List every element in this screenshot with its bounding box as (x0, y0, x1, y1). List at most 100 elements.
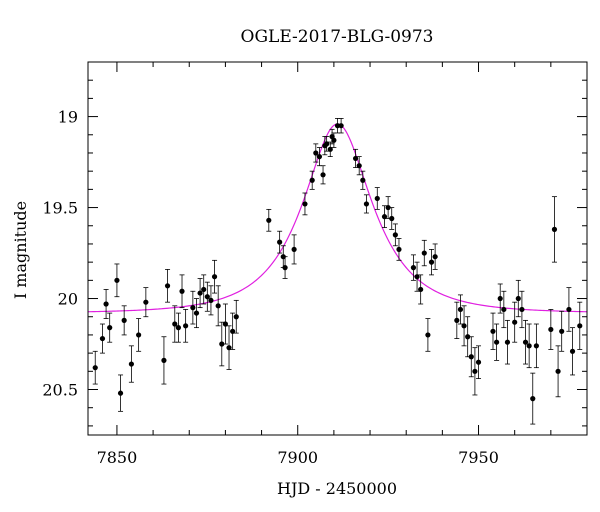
data-point (410, 254, 417, 281)
data-point (320, 165, 326, 185)
data-point (121, 305, 127, 336)
data-point (461, 305, 467, 347)
y-tick-label: 19 (58, 108, 78, 127)
data-marker (425, 332, 431, 338)
data-point (418, 274, 424, 305)
data-point (566, 287, 572, 332)
data-marker (222, 321, 229, 327)
data-point (107, 312, 113, 343)
data-marker (128, 361, 134, 367)
data-marker (107, 325, 113, 331)
data-marker (472, 368, 478, 374)
data-marker (577, 323, 583, 329)
data-marker (389, 215, 395, 222)
data-marker (356, 163, 362, 169)
data-point (334, 118, 341, 134)
data-point (172, 305, 178, 343)
data-point (555, 345, 561, 398)
data-marker (501, 306, 507, 313)
data-marker (183, 323, 189, 329)
data-point (381, 205, 388, 228)
data-marker (352, 155, 359, 162)
data-marker (204, 294, 210, 300)
data-point (226, 325, 232, 370)
data-marker (266, 217, 272, 223)
data-point (592, 368, 597, 412)
data-marker (302, 201, 308, 207)
data-point (551, 196, 558, 263)
data-marker (392, 232, 398, 238)
data-point (114, 263, 120, 298)
data-point (515, 279, 521, 318)
data-point (331, 132, 337, 148)
data-point (548, 309, 554, 350)
data-point (356, 156, 362, 176)
data-point (324, 136, 330, 152)
data-marker (103, 301, 109, 307)
data-point (204, 281, 210, 312)
data-marker (92, 365, 98, 371)
data-point (327, 141, 333, 158)
data-marker (494, 339, 500, 345)
data-marker (164, 283, 171, 289)
data-point (425, 318, 431, 352)
data-marker (309, 177, 315, 183)
data-marker (99, 335, 106, 342)
data-point (282, 256, 288, 279)
data-point (363, 194, 370, 214)
data-marker (533, 343, 539, 349)
data-marker (190, 305, 196, 311)
data-point (559, 310, 565, 352)
data-marker (233, 314, 239, 320)
data-marker (331, 137, 337, 143)
data-point (309, 170, 315, 190)
data-marker (530, 396, 536, 402)
data-marker (457, 306, 464, 313)
x-tick-label: 7950 (458, 448, 499, 467)
data-marker (291, 246, 297, 253)
data-marker (569, 348, 576, 354)
data-marker (461, 323, 467, 329)
data-marker (277, 239, 283, 245)
data-marker (497, 295, 503, 302)
data-point (454, 301, 460, 339)
data-marker (512, 319, 518, 325)
plot-inner (88, 118, 597, 425)
data-marker (418, 286, 424, 293)
data-marker (136, 332, 142, 338)
data-point (468, 336, 474, 378)
data-point (360, 170, 366, 190)
data-marker (555, 368, 561, 374)
data-point (414, 261, 420, 292)
x-axis-label: HJD - 2450000 (277, 479, 397, 498)
data-point (504, 319, 511, 365)
data-point (338, 118, 344, 134)
data-point (472, 347, 478, 396)
data-marker (522, 339, 529, 345)
data-marker (338, 123, 344, 129)
data-marker (421, 250, 427, 256)
data-point (530, 372, 536, 425)
data-point (103, 289, 109, 319)
data-marker (324, 141, 330, 147)
data-marker (179, 288, 185, 294)
data-marker (230, 328, 236, 334)
y-tick-label: 19.5 (42, 199, 78, 218)
data-point (432, 243, 438, 270)
data-marker (519, 306, 525, 313)
data-point (392, 223, 398, 247)
data-point (421, 239, 427, 267)
data-marker (313, 150, 319, 156)
data-marker (385, 204, 391, 211)
data-marker (320, 172, 326, 178)
data-marker (327, 146, 333, 152)
data-marker (143, 299, 149, 305)
data-marker (219, 341, 225, 347)
data-marker (334, 123, 341, 129)
data-point (352, 148, 359, 168)
data-marker (117, 390, 124, 396)
data-point (512, 301, 518, 343)
data-point (569, 327, 576, 376)
data-point (208, 285, 214, 316)
